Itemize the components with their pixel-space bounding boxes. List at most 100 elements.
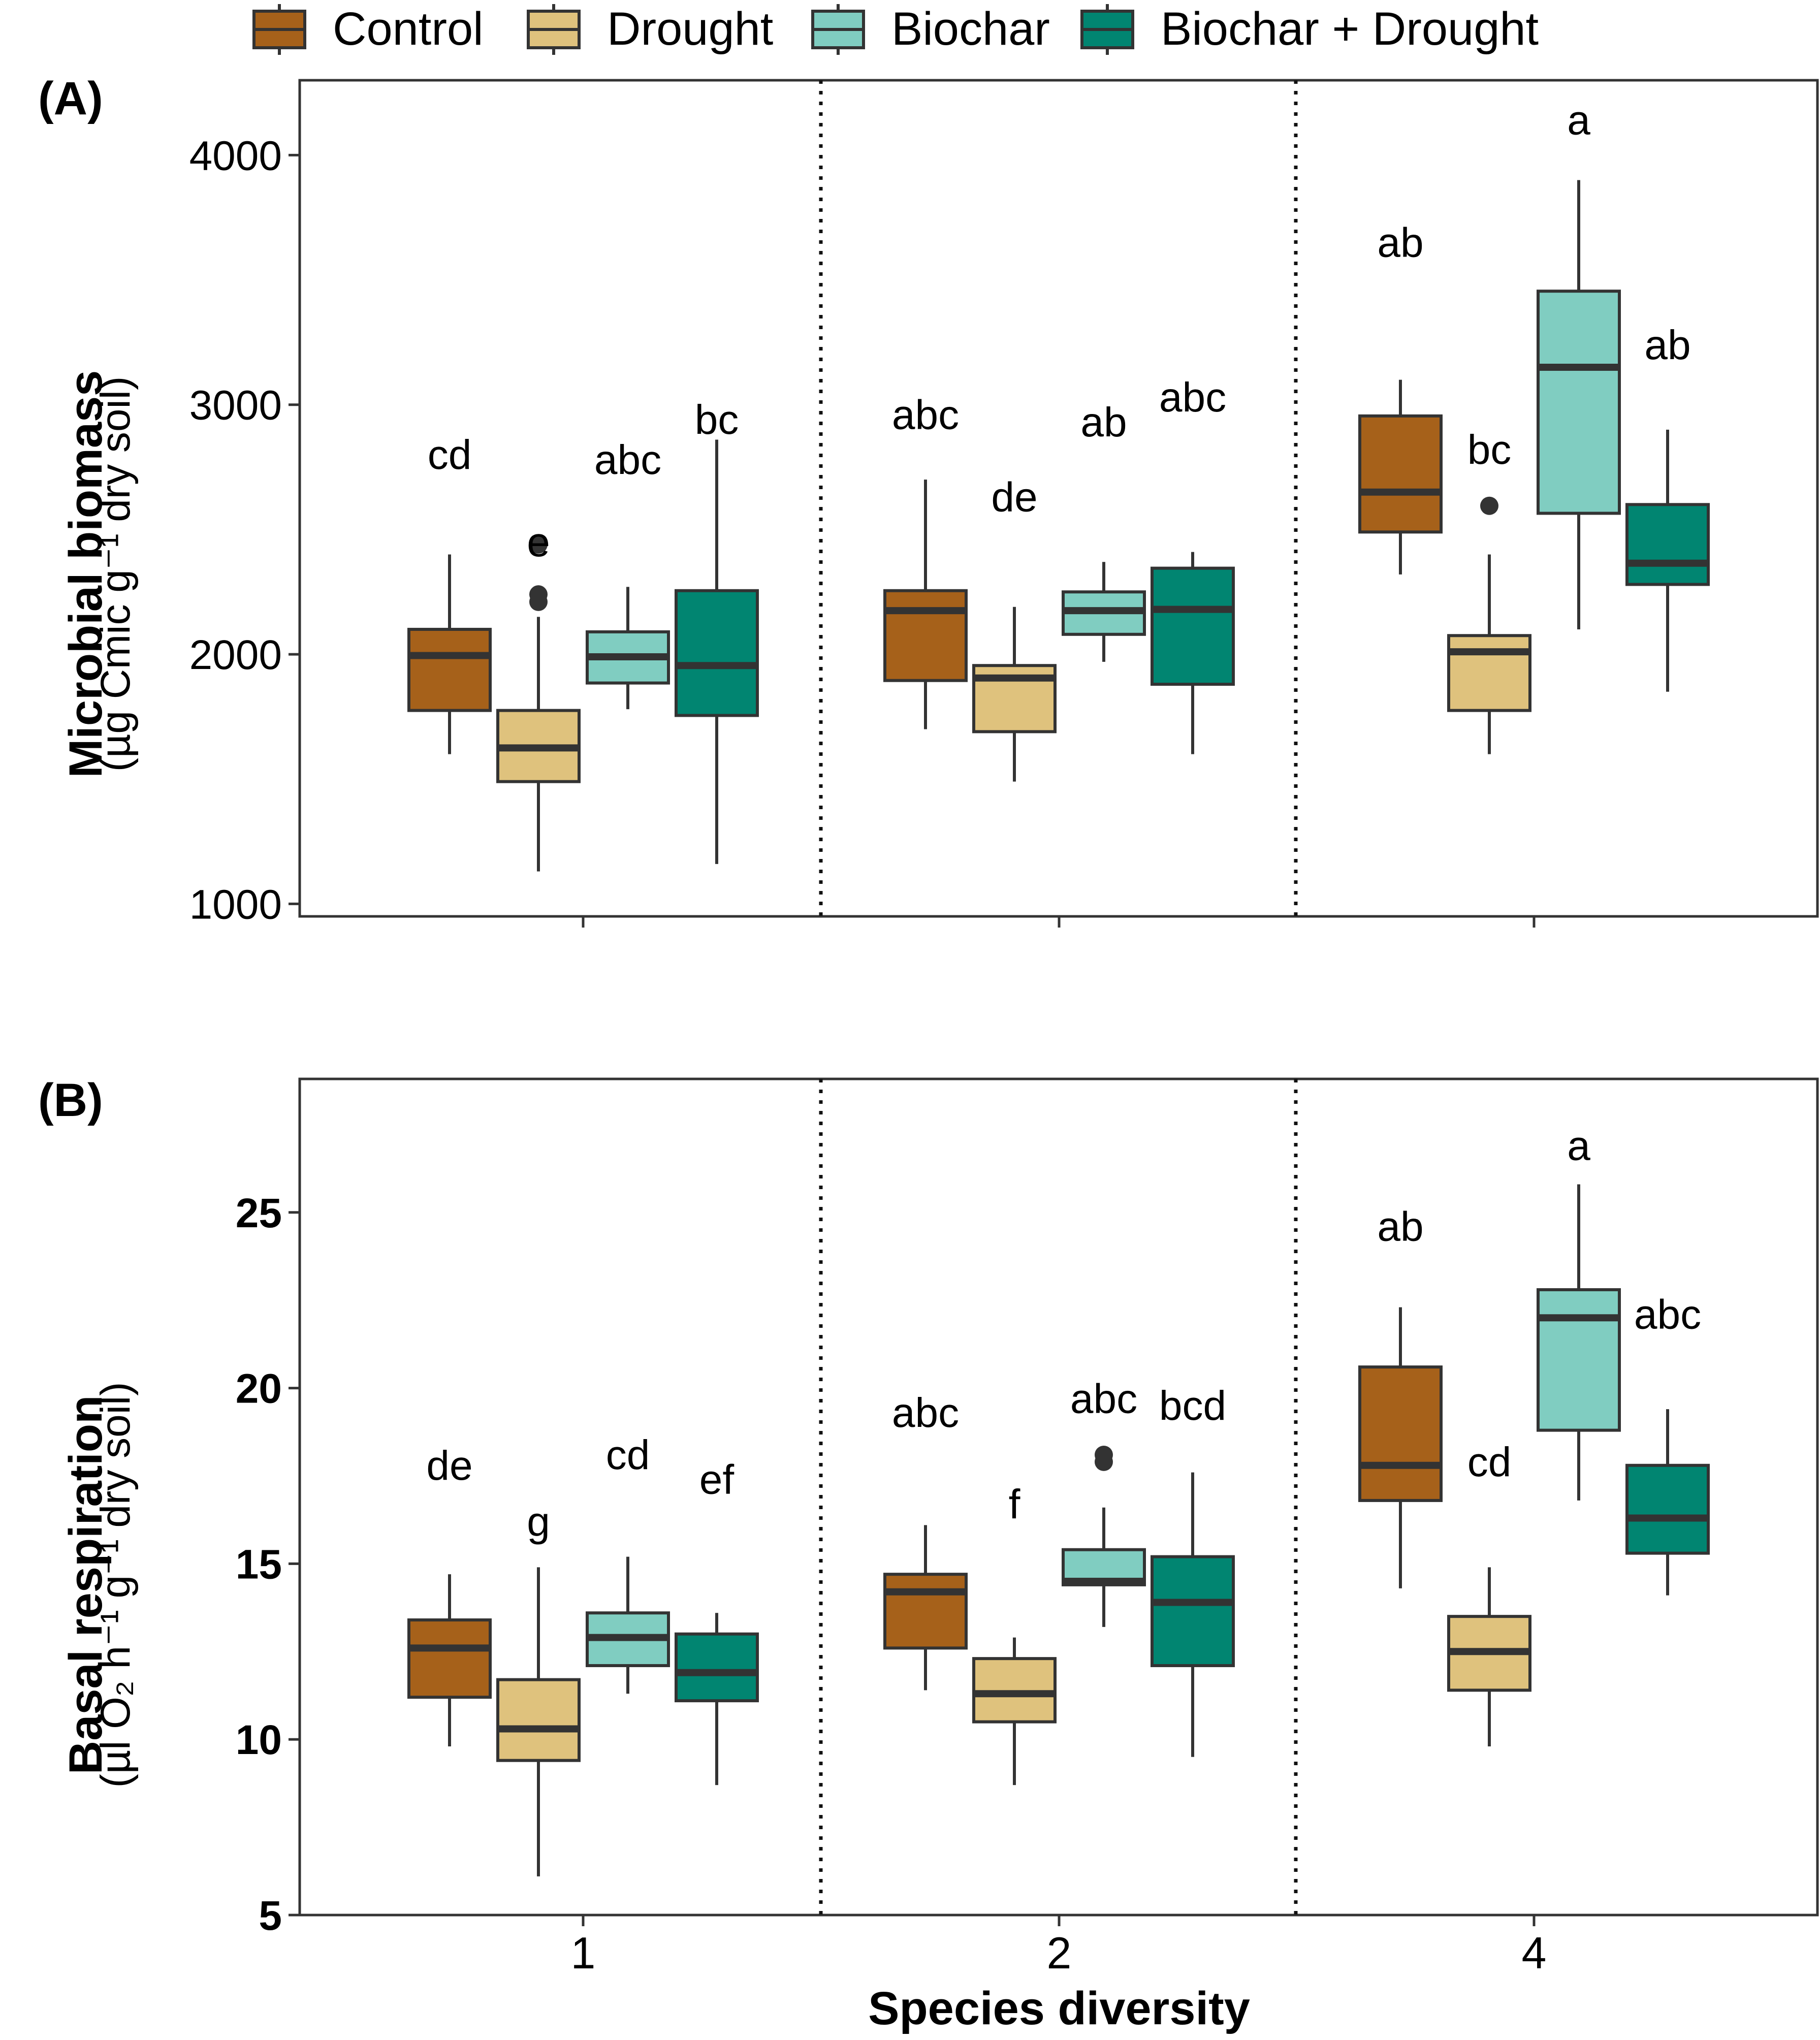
significance-letter: g (527, 1499, 550, 1545)
outlier-point (529, 535, 548, 554)
panel-a-ylabel: Microbial biomass (60, 370, 112, 778)
x-tick-label: 2 (1047, 1928, 1072, 1978)
x-tick-label: 1 (571, 1928, 596, 1978)
significance-letter: a (1567, 98, 1590, 144)
y-tick-label: 20 (236, 1366, 282, 1412)
significance-letter: abc (1634, 1291, 1701, 1337)
significance-letter: abc (1159, 374, 1226, 421)
box-body (1358, 414, 1443, 534)
legend-label: Biochar (891, 3, 1050, 55)
box-body (675, 1632, 759, 1703)
box-body (1358, 1365, 1443, 1502)
panel-a: (A) Microbial biomass (µg Cmic g⁻¹ dry s… (38, 73, 1819, 928)
box-control-1: de (407, 1443, 492, 1747)
y-tick-label: 4000 (189, 133, 282, 179)
outlier-point (1480, 496, 1498, 515)
box-biochar-drought-1: bc (675, 397, 759, 864)
box-control-4: ab (1358, 1203, 1443, 1588)
significance-letter: bc (1467, 427, 1512, 473)
y-tick-label: 25 (236, 1190, 282, 1236)
legend-item: Biochar + Drought (1080, 3, 1539, 55)
box-control-4: ab (1358, 219, 1443, 575)
box-biochar-2: abc (1062, 1376, 1146, 1627)
y-tick-label: 5 (259, 1893, 282, 1939)
significance-letter: bcd (1159, 1383, 1226, 1429)
box-body (883, 1573, 968, 1650)
box-control-2: abc (883, 1390, 968, 1691)
panel-b-ylabel-unit: (µl O₂ h⁻¹ g⁻¹ dry soil) (92, 1382, 139, 1788)
significance-letter: ab (1080, 399, 1127, 445)
box-body (1151, 566, 1235, 686)
box-body (883, 589, 968, 682)
x-axis-title: Species diversity (868, 1983, 1250, 2034)
plot-frame (298, 1077, 1819, 1917)
box-drought-2: f (972, 1481, 1057, 1786)
y-tick-label: 1000 (189, 881, 282, 928)
significance-letter: cd (606, 1432, 650, 1478)
significance-letter: abc (594, 437, 661, 483)
box-biochar-4: a (1537, 98, 1621, 629)
y-tick-label: 3000 (189, 382, 282, 429)
significance-letter: f (1009, 1481, 1020, 1527)
box-biochar-1: abc (586, 437, 670, 710)
significance-letter: ab (1644, 322, 1690, 368)
box-biochar-drought-2: bcd (1151, 1383, 1235, 1757)
significance-letter: e (527, 519, 550, 565)
box-biochar-drought-2: abc (1151, 374, 1235, 754)
box-body (1625, 1463, 1710, 1555)
box-drought-4: bc (1447, 427, 1531, 754)
legend-label: Biochar + Drought (1161, 3, 1539, 55)
box-body (496, 1678, 581, 1762)
legend-label: Drought (607, 3, 773, 55)
x-tick-label: 4 (1522, 1928, 1547, 1978)
panel-b-ylabel: Basal respiration (60, 1395, 112, 1775)
panel-b: (B) Basal respiration (µl O₂ h⁻¹ g⁻¹ dry… (38, 1074, 1819, 1978)
box-drought-4: cd (1447, 1439, 1531, 1747)
box-biochar-drought-4: abc (1625, 1291, 1710, 1596)
box-body (1151, 1555, 1235, 1667)
significance-letter: abc (1070, 1376, 1137, 1422)
panel-b-label: (B) (38, 1074, 103, 1126)
box-body (1625, 503, 1710, 586)
panel-a-ylabel-unit: (µg Cmic g⁻¹ dry soil) (92, 376, 139, 772)
y-tick-label: 2000 (189, 632, 282, 678)
box-drought-2: de (972, 474, 1057, 782)
box-biochar-drought-1: ef (675, 1456, 759, 1786)
panel-a-label: (A) (38, 73, 103, 124)
significance-letter: ab (1377, 1203, 1423, 1250)
significance-letter: bc (695, 397, 739, 443)
box-body (407, 627, 492, 712)
legend: Control Drought Biochar Biochar + Drought (252, 3, 1539, 55)
significance-letter: ef (699, 1456, 735, 1503)
box-body (675, 589, 759, 717)
box-drought-1: g (496, 1499, 581, 1876)
outlier-point (529, 585, 548, 604)
box-biochar-drought-4: ab (1625, 322, 1710, 692)
box-body (1447, 634, 1531, 712)
legend-item: Drought (527, 3, 773, 55)
significance-letter: a (1567, 1123, 1590, 1169)
box-body (1537, 290, 1621, 515)
box-biochar-4: a (1537, 1123, 1621, 1501)
significance-letter: cd (428, 432, 472, 478)
legend-item: Biochar (811, 3, 1050, 55)
box-body (407, 1618, 492, 1699)
box-control-1: cd (407, 432, 492, 754)
y-tick-label: 10 (236, 1717, 282, 1763)
significance-letter: abc (892, 392, 959, 438)
legend-item: Control (252, 3, 484, 55)
legend-label: Control (333, 3, 484, 55)
significance-letter: de (991, 474, 1037, 521)
significance-letter: abc (892, 1390, 959, 1436)
significance-letter: ab (1377, 219, 1423, 266)
significance-letter: cd (1467, 1439, 1512, 1485)
box-body (1537, 1288, 1621, 1432)
outlier-point (1095, 1446, 1113, 1464)
box-biochar-1: cd (586, 1432, 670, 1694)
box-biochar-2: ab (1062, 399, 1146, 662)
significance-letter: de (426, 1443, 472, 1489)
box-control-2: abc (883, 392, 968, 729)
y-tick-label: 15 (236, 1541, 282, 1587)
box-drought-1: e (496, 519, 581, 872)
